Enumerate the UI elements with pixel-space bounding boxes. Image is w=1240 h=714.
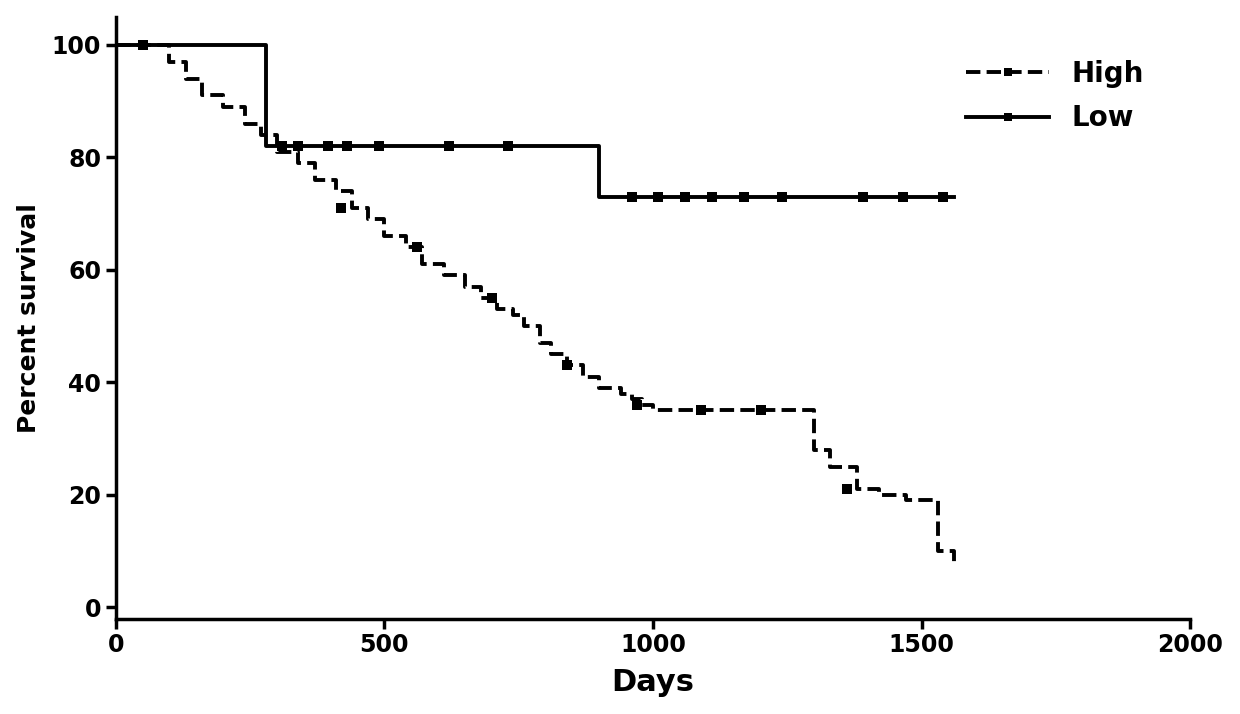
Legend: High, Low: High, Low bbox=[955, 49, 1154, 144]
X-axis label: Days: Days bbox=[611, 668, 694, 698]
Y-axis label: Percent survival: Percent survival bbox=[16, 203, 41, 433]
